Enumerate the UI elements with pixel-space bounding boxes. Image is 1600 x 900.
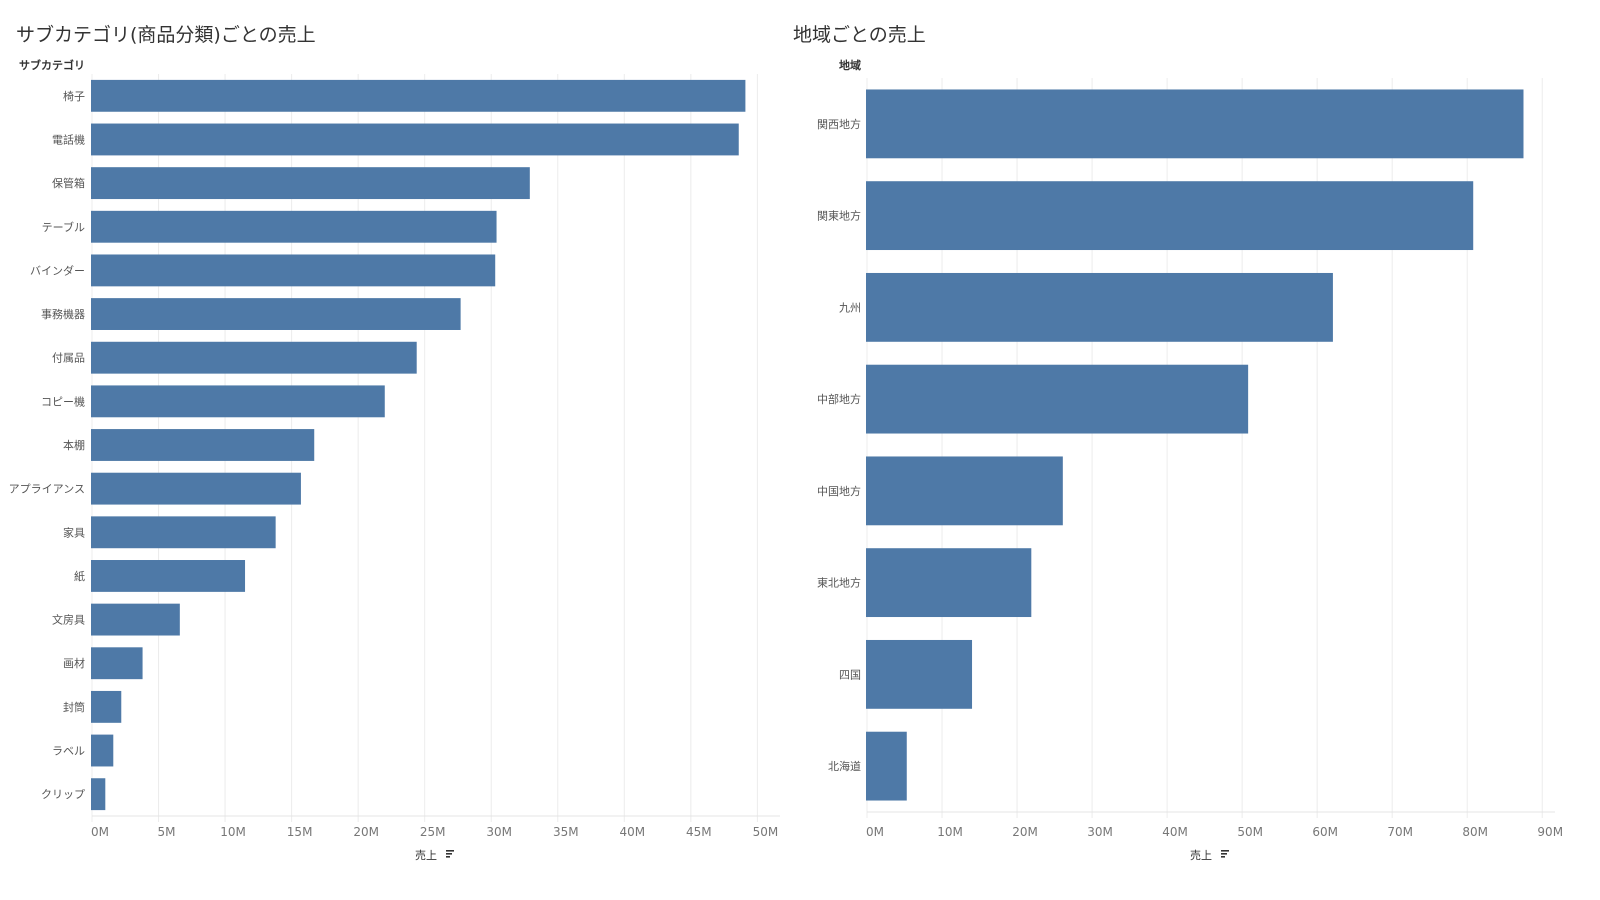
x-tick-label: 30M [486, 825, 512, 839]
category-label: 椅子 [63, 89, 85, 103]
sort-icon[interactable] [446, 853, 452, 855]
category-label: 画材 [63, 656, 85, 670]
x-tick-label: 60M [1312, 825, 1338, 839]
bar-region[interactable] [866, 181, 1474, 251]
x-tick-label: 30M [1087, 825, 1113, 839]
x-tick-label: 20M [353, 825, 379, 839]
bar-subcategory[interactable] [91, 79, 746, 112]
x-tick-label: 25M [420, 825, 446, 839]
x-tick-label: 5M [158, 825, 176, 839]
bar-subcategory[interactable] [91, 429, 315, 461]
x-tick-label: 50M [1237, 825, 1263, 839]
category-label: 付属品 [52, 352, 85, 365]
bar-subcategory[interactable] [91, 254, 496, 287]
sort-icon[interactable] [1221, 853, 1227, 855]
category-label: クリップ [41, 788, 85, 801]
category-label: テーブル [42, 220, 85, 234]
x-tick-label: 80M [1462, 825, 1488, 839]
category-label: 電話機 [52, 132, 85, 146]
sort-icon[interactable] [1221, 856, 1225, 858]
category-label: コピー機 [41, 394, 85, 408]
bar-region[interactable] [866, 272, 1333, 342]
bar-subcategory[interactable] [91, 472, 301, 505]
x-tick-label: 10M [220, 825, 246, 839]
bar-region[interactable] [866, 639, 973, 709]
x-axis-title: 売上 [415, 849, 437, 862]
bar-subcategory[interactable] [91, 734, 114, 767]
category-label: 中部地方 [817, 392, 861, 406]
category-label: 事務機器 [41, 307, 85, 321]
sort-icon[interactable] [446, 850, 454, 852]
category-label: アプライアンス [9, 483, 85, 496]
category-label: バインダー [30, 263, 85, 277]
x-tick-label: 50M [753, 825, 779, 839]
bar-region[interactable] [866, 548, 1032, 618]
x-tick-label: 0M [91, 825, 109, 839]
category-label: 紙 [74, 569, 85, 583]
bar-subcategory[interactable] [91, 647, 143, 680]
bar-subcategory[interactable] [91, 210, 497, 243]
category-label: 四国 [839, 668, 861, 681]
bar-region[interactable] [866, 731, 907, 801]
left-chart-title: サブカテゴリ(商品分類)ごとの売上 [16, 24, 316, 46]
category-label: 封筒 [63, 700, 85, 714]
bar-subcategory[interactable] [91, 516, 276, 549]
x-tick-label: 0M [866, 825, 884, 839]
bar-region[interactable] [866, 456, 1063, 526]
category-label: 東北地方 [817, 576, 861, 590]
y-axis-header: 地域 [839, 58, 861, 72]
category-label: 保管箱 [52, 176, 85, 190]
category-label: 北海道 [828, 759, 861, 773]
category-label: 九州 [839, 301, 861, 314]
x-tick-label: 20M [1012, 825, 1038, 839]
y-axis-header: サブカテゴリ [19, 58, 85, 72]
sort-icon[interactable] [1221, 850, 1229, 852]
category-label: 家具 [63, 525, 85, 539]
bar-subcategory[interactable] [91, 690, 122, 723]
bar-subcategory[interactable] [91, 167, 530, 200]
x-axis-title: 売上 [1190, 849, 1212, 862]
bar-subcategory[interactable] [91, 778, 106, 811]
bar-subcategory[interactable] [91, 385, 385, 418]
category-label: ラベル [52, 745, 85, 758]
x-tick-label: 90M [1537, 825, 1563, 839]
bar-subcategory[interactable] [91, 603, 180, 636]
category-label: 関東地方 [817, 209, 861, 223]
category-label: 文房具 [52, 613, 85, 627]
x-tick-label: 70M [1387, 825, 1413, 839]
x-tick-label: 45M [686, 825, 712, 839]
bar-region[interactable] [866, 89, 1524, 159]
bar-subcategory[interactable] [91, 341, 417, 374]
category-label: 関西地方 [817, 117, 861, 131]
sort-icon[interactable] [446, 856, 450, 858]
bar-subcategory[interactable] [91, 298, 461, 330]
category-label: 本棚 [63, 438, 85, 452]
bar-subcategory[interactable] [91, 123, 739, 156]
x-tick-label: 40M [619, 825, 645, 839]
bar-subcategory[interactable] [91, 560, 246, 592]
x-tick-label: 40M [1162, 825, 1188, 839]
x-tick-label: 10M [937, 825, 963, 839]
bar-region[interactable] [866, 364, 1249, 434]
category-label: 中国地方 [817, 484, 861, 498]
right-chart-title: 地域ごとの売上 [793, 24, 926, 46]
x-tick-label: 35M [553, 825, 579, 839]
x-tick-label: 15M [287, 825, 313, 839]
